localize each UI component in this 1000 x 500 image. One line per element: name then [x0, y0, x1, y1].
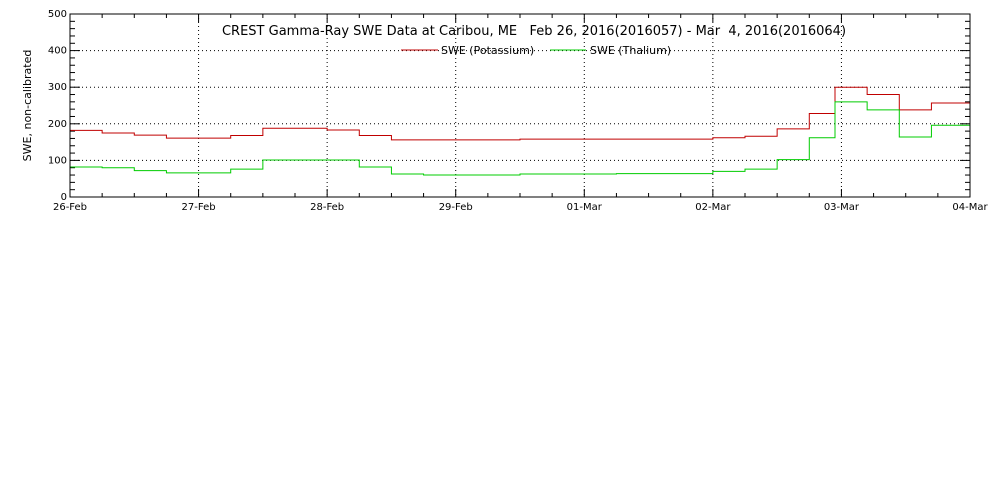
legend: SWE (Potassium) SWE (Thalium)	[401, 44, 671, 57]
y-tick-label: 300	[48, 82, 67, 93]
y-axis-label: SWE, non-calibrated	[21, 50, 34, 162]
series-line-thalium	[70, 101, 970, 176]
series	[70, 86, 970, 176]
y-tick-label: 100	[48, 155, 67, 166]
y-tick-label: 500	[48, 9, 67, 20]
x-tick-label: 01-Mar	[567, 202, 603, 213]
x-tick-label: 29-Feb	[439, 202, 473, 213]
y-tick-label: 0	[61, 192, 67, 203]
x-axis-ticks: 26-Feb 27-Feb 28-Feb 29-Feb 01-Mar 02-Mar 03-M…	[53, 202, 989, 213]
x-tick-label: 26-Feb	[53, 202, 87, 213]
grid	[70, 14, 970, 197]
series-line-potassium	[70, 86, 970, 141]
y-tick-label: 200	[48, 119, 67, 130]
x-tick-label: 02-Mar	[695, 202, 731, 213]
x-tick-label: 04-Mar	[952, 202, 988, 213]
y-axis-ticks: 0 100 200 300 400 500	[48, 9, 67, 203]
y-tick-label: 400	[48, 46, 67, 57]
legend-label-potassium: SWE (Potassium)	[441, 44, 534, 57]
x-tick-label: 28-Feb	[310, 202, 344, 213]
plot-frame	[69, 13, 971, 198]
chart-title: CREST Gamma-Ray SWE Data at Caribou, ME …	[222, 24, 846, 39]
x-tick-label: 03-Mar	[824, 202, 860, 213]
legend-label-thalium: SWE (Thalium)	[590, 44, 671, 57]
minor-ticks	[69, 13, 971, 198]
x-tick-label: 27-Feb	[182, 202, 216, 213]
